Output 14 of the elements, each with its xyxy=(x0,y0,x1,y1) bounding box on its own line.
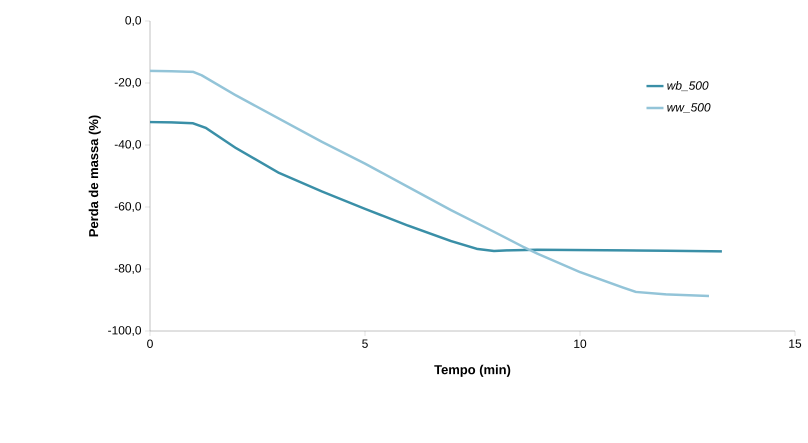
y-tick-label: -40,0 xyxy=(114,140,142,150)
legend-label: ww_500 xyxy=(667,103,710,113)
y-tick-label: -60,0 xyxy=(114,202,142,212)
x-tick-label: 0 xyxy=(147,340,153,348)
y-axis-title: Perda de massa (%) xyxy=(88,115,101,236)
y-tick-label: -100,0 xyxy=(108,326,142,336)
y-tick-label: -20,0 xyxy=(114,78,142,88)
y-tick-label: -80,0 xyxy=(114,264,142,274)
legend-label: wb_500 xyxy=(667,80,708,92)
y-tick-label: 0,0 xyxy=(125,16,142,26)
x-tick-label: 15 xyxy=(789,340,802,348)
x-tick-label: 10 xyxy=(574,340,586,348)
x-tick-label: 5 xyxy=(362,340,368,348)
x-axis-title: Tempo (min) xyxy=(434,364,510,377)
